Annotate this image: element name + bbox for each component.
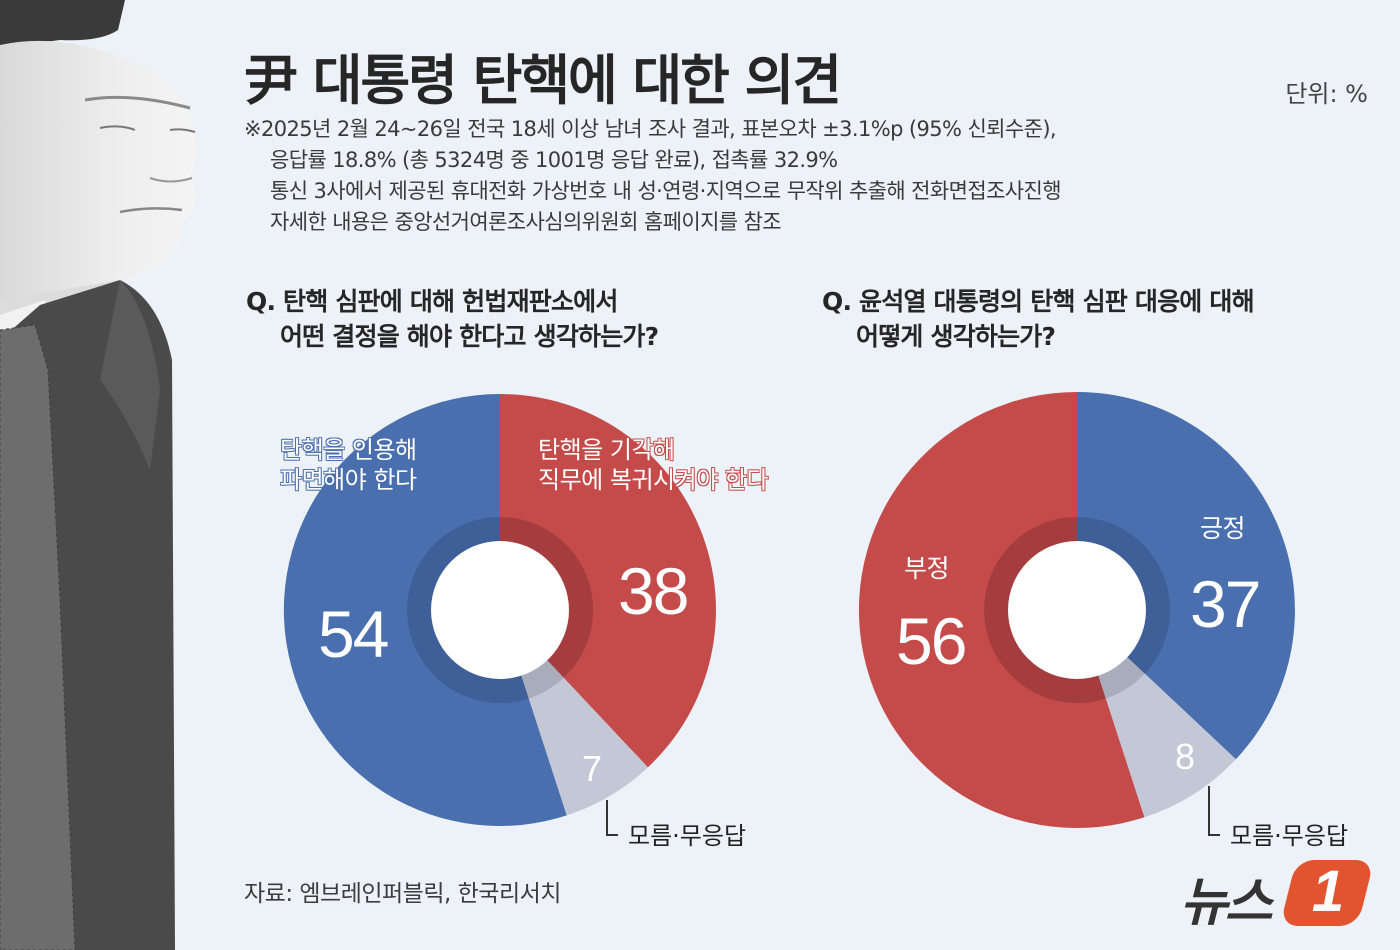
uphold-label-line-2: 파면해야 한다 (280, 466, 417, 494)
dismiss-value: 38 (618, 554, 689, 628)
donut-chart-1 (283, 393, 716, 826)
news1-logo: 뉴스 1 (1180, 858, 1375, 933)
note-line: ※2025년 2월 24~26일 전국 18세 이상 남녀 조사 결과, 표본오… (244, 117, 1057, 141)
logo-text: 뉴스 (1180, 873, 1273, 933)
dismiss-label-line-1: 탄핵을 기각해 (538, 436, 675, 464)
logo-badge-number: 1 (1311, 859, 1345, 924)
uphold-label: 탄핵을 인용해 파면해야 한다 (280, 435, 417, 495)
dismiss-label: 탄핵을 기각해 직무에 복귀시켜야 한다 (538, 435, 769, 495)
uphold-value: 54 (318, 597, 389, 671)
source-credit: 자료: 엠브레인퍼블릭, 한국리서치 (244, 881, 561, 907)
page-title: 尹 대통령 탄핵에 대한 의견 (244, 49, 842, 112)
note-line: 통신 3사에서 제공된 휴대전화 가상번호 내 성·연령·지역으로 무작위 추출… (270, 179, 1062, 203)
segment-positive (1077, 392, 1295, 760)
positive-value: 37 (1190, 567, 1261, 641)
question-1-line-1: Q. 탄핵 심판에 대해 헌법재판소에서 (246, 287, 618, 316)
question-1-line-2: 어떤 결정을 해야 한다고 생각하는가? (280, 322, 659, 351)
unknown-value-1: 7 (582, 748, 603, 789)
question-1: Q. 탄핵 심판에 대해 헌법재판소에서 어떤 결정을 해야 한다고 생각하는가… (246, 284, 659, 354)
negative-label: 부정 (904, 554, 950, 583)
donut-hole (431, 541, 569, 679)
uphold-label-line-1: 탄핵을 인용해 (280, 436, 417, 464)
unit-label: 단위: % (1285, 80, 1368, 108)
donut-chart-2 (858, 392, 1295, 828)
positive-label: 긍정 (1200, 514, 1246, 543)
unknown-label-1: 모름·무응답 (628, 822, 747, 850)
negative-value: 56 (896, 604, 967, 678)
survey-notes: ※2025년 2월 24~26일 전국 18세 이상 남녀 조사 결과, 표본오… (244, 114, 1062, 238)
segment-dismiss (500, 394, 716, 768)
question-2-line-1: Q. 윤석열 대통령의 탄핵 심판 대응에 대해 (822, 287, 1255, 316)
dismiss-label-line-2: 직무에 복귀시켜야 한다 (538, 466, 769, 494)
unknown-value-2: 8 (1175, 736, 1196, 777)
leader-line-2 (1208, 786, 1220, 836)
donut-hole (1008, 541, 1146, 679)
leader-line-1 (606, 800, 618, 836)
unknown-label-2: 모름·무응답 (1230, 822, 1349, 850)
note-line: 자세한 내용은 중앙선거여론조사심의위원회 홈페이지를 참조 (270, 210, 782, 234)
question-2-line-2: 어떻게 생각하는가? (856, 322, 1056, 351)
note-line: 응답률 18.8% (총 5324명 중 1001명 응답 완료), 접촉률 3… (270, 148, 838, 172)
president-photo (0, 0, 196, 950)
question-2: Q. 윤석열 대통령의 탄핵 심판 대응에 대해 어떻게 생각하는가? (822, 284, 1255, 354)
